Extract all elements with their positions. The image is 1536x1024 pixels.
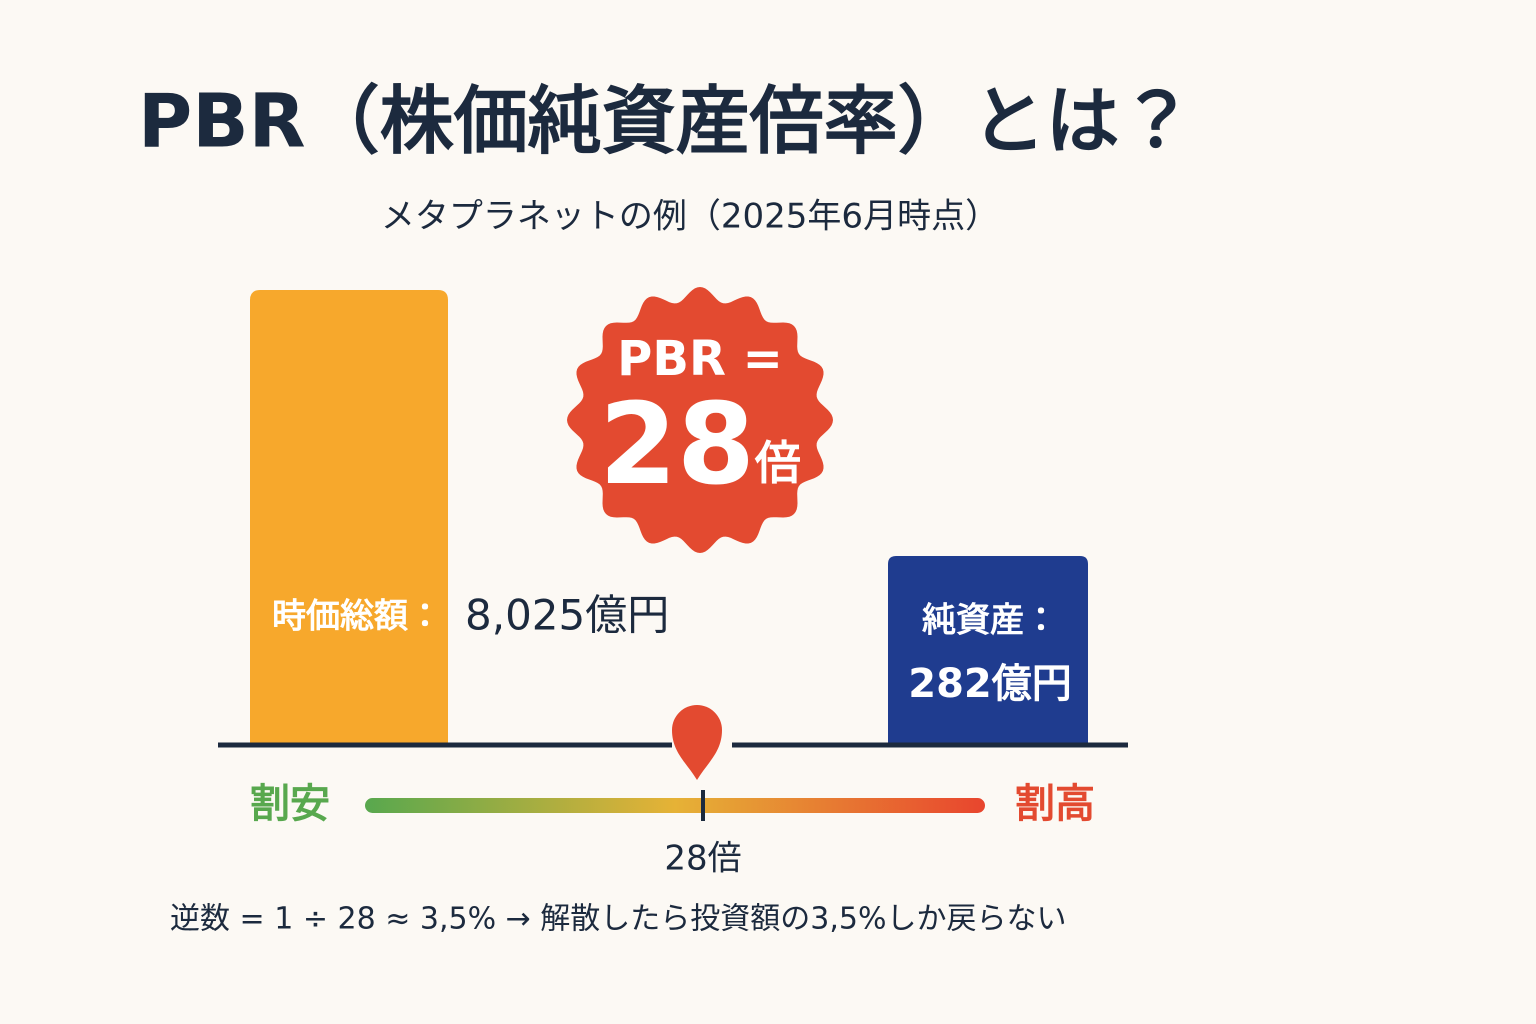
- pin: [672, 705, 722, 780]
- scale-high: 割高: [1015, 781, 1095, 827]
- market-cap-label: 時価総額：: [272, 597, 442, 637]
- scale-gradient: [365, 798, 985, 813]
- net-assets-value: 282億円: [908, 661, 1072, 707]
- scale-low: 割安: [250, 781, 330, 827]
- market-cap-bar: [250, 290, 448, 745]
- footnote: 逆数 = 1 ÷ 28 ≈ 3,5% → 解散したら投資額の3,5%しか戻らない: [170, 902, 1067, 937]
- pbr-badge: [567, 287, 833, 553]
- market-cap-value: 8,025億円: [465, 591, 669, 640]
- badge-unit: 倍: [754, 436, 801, 490]
- badge-value-group: 28倍: [599, 380, 801, 510]
- badge-label: PBR =: [617, 331, 783, 387]
- title: PBR（株価純資産倍率）とは？: [138, 79, 1194, 165]
- net-assets-label: 純資産：: [922, 601, 1058, 641]
- badge-value: 28: [599, 380, 755, 510]
- scale-marker-label: 28倍: [664, 839, 741, 879]
- net-assets-box: [888, 556, 1088, 745]
- subtitle: メタプラネットの例（2025年6月時点）: [381, 197, 999, 237]
